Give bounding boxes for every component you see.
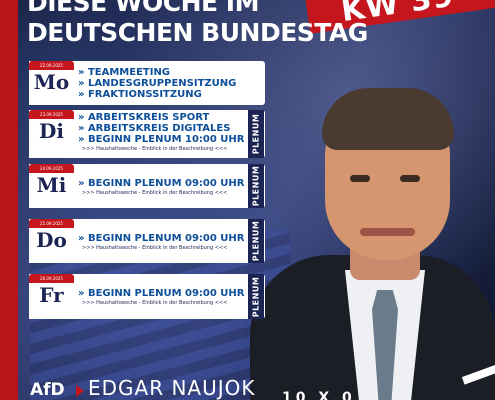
day-date: 25.09.2025: [29, 219, 74, 228]
headline-line1: DIESE WOCHE IM: [27, 0, 259, 17]
plenum-label: PLENUM: [251, 113, 261, 155]
day-card-thursday: 25.09.2025 Do » BEGINN PLENUM 09:00 UHR …: [29, 219, 265, 263]
plenum-tag: PLENUM: [248, 219, 264, 263]
plenum-label: PLENUM: [251, 220, 261, 262]
plenum-tag: PLENUM: [248, 164, 264, 208]
plenum-label: PLENUM: [251, 165, 261, 207]
day-items: » TEAMMEETING » LANDESGRUPPENSITZUNG » F…: [78, 67, 261, 100]
day-item: » BEGINN PLENUM 09:00 UHR: [78, 288, 245, 299]
red-strip: [0, 0, 18, 400]
politician-name: EDGAR NAUJOK: [88, 376, 256, 400]
plenum-tag: PLENUM: [248, 274, 264, 319]
day-short: Fr: [39, 283, 64, 307]
day-item: » BEGINN PLENUM 10:00 UHR: [78, 134, 245, 145]
day-items: » BEGINN PLENUM 09:00 UHR >>> Haushaltsw…: [78, 288, 261, 307]
day-label: 26.09.2025 Fr: [29, 274, 74, 319]
day-date: 22.09.2025: [29, 61, 74, 70]
day-label: 23.09.2025 Di: [29, 110, 74, 158]
day-card-wednesday: 24.09.2025 Mi » BEGINN PLENUM 09:00 UHR …: [29, 164, 265, 208]
eye-left: [350, 175, 370, 182]
mouth: [360, 228, 415, 236]
portrait-photo: [250, 60, 495, 400]
day-short: Mi: [36, 173, 67, 197]
plenum-label: PLENUM: [251, 276, 261, 317]
day-item: » LANDESGRUPPENSITZUNG: [78, 78, 237, 89]
party-logo-text: AfD: [30, 380, 65, 400]
day-items: » BEGINN PLENUM 09:00 UHR >>> Haushaltsw…: [78, 178, 261, 197]
day-items: » BEGINN PLENUM 09:00 UHR >>> Haushaltsw…: [78, 233, 261, 252]
day-item: » BEGINN PLENUM 09:00 UHR: [78, 233, 245, 244]
day-item: » BEGINN PLENUM 09:00 UHR: [78, 178, 245, 189]
day-item: » ARBEITSKREIS DIGITALES: [78, 123, 231, 134]
day-item: » TEAMMEETING: [78, 67, 171, 78]
day-date: 26.09.2025: [29, 274, 74, 283]
headline-line2: DEUTSCHEN BUNDESTAG: [27, 18, 368, 47]
day-date: 24.09.2025: [29, 164, 74, 173]
day-note: >>> Haushaltswoche - Einblick in der Bes…: [82, 190, 228, 196]
day-label: 24.09.2025 Mi: [29, 164, 74, 208]
day-short: Di: [39, 119, 64, 143]
party-logo: AfD: [30, 380, 84, 400]
bottom-mark: 10 X 0: [282, 390, 356, 400]
day-label: 22.09.2025 Mo: [29, 61, 74, 105]
day-item: » FRAKTIONSSITZUNG: [78, 89, 202, 100]
day-items: » ARBEITSKREIS SPORT » ARBEITSKREIS DIGI…: [78, 112, 261, 153]
day-card-monday: 22.09.2025 Mo » TEAMMEETING » LANDESGRUP…: [29, 61, 265, 105]
eye-right: [400, 175, 420, 182]
day-short: Mo: [33, 70, 70, 94]
day-note: >>> Haushaltswoche - Einblick in der Bes…: [82, 245, 228, 251]
hair: [322, 88, 454, 150]
day-short: Do: [36, 228, 67, 252]
day-card-tuesday: 23.09.2025 Di » ARBEITSKREIS SPORT » ARB…: [29, 110, 265, 158]
day-note: >>> Haushaltswoche - Einblick in der Bes…: [82, 300, 228, 306]
day-date: 23.09.2025: [29, 110, 74, 119]
arrow-icon: [76, 385, 84, 397]
plenum-tag: PLENUM: [248, 110, 264, 158]
day-card-friday: 26.09.2025 Fr » BEGINN PLENUM 09:00 UHR …: [29, 274, 265, 319]
day-label: 25.09.2025 Do: [29, 219, 74, 263]
day-note: >>> Haushaltswoche - Einblick in der Bes…: [82, 146, 228, 152]
day-item: » ARBEITSKREIS SPORT: [78, 112, 210, 123]
